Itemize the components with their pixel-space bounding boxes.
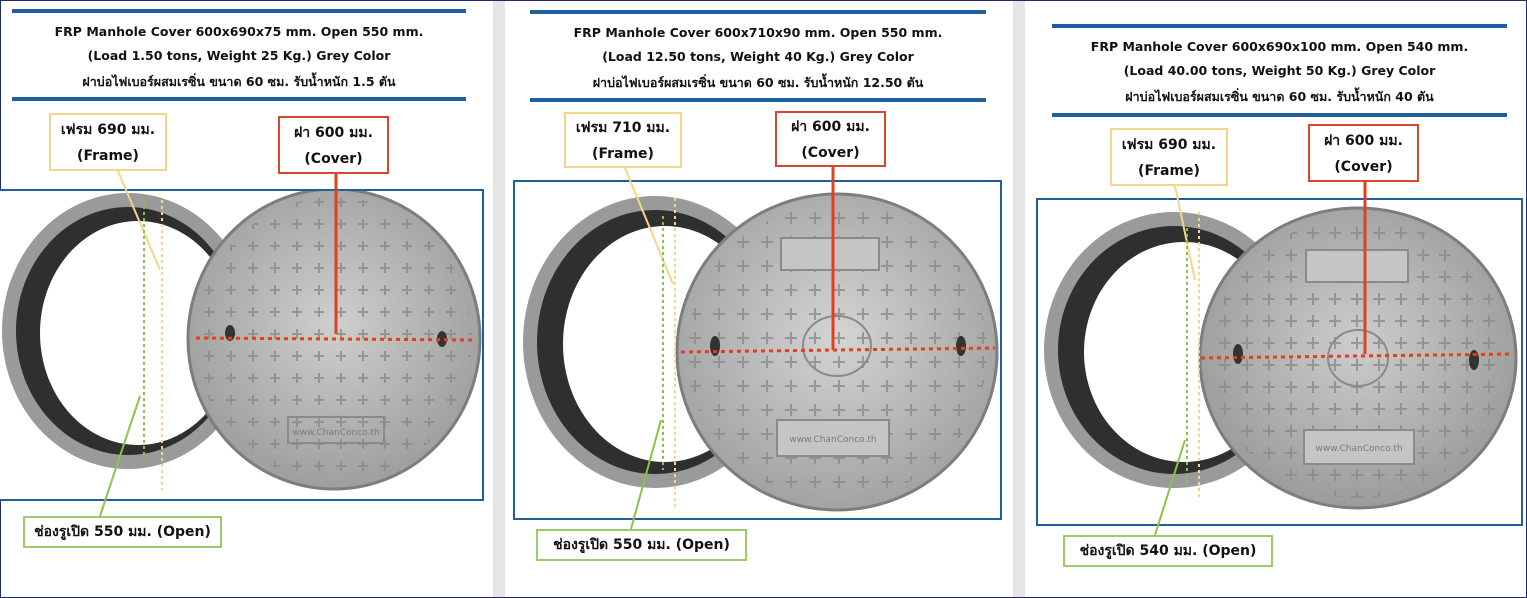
product-photo: www.ChanConco.th bbox=[1036, 198, 1523, 526]
svg-text:www.ChanConco.th: www.ChanConco.th bbox=[789, 435, 876, 445]
header-rule-top bbox=[12, 9, 466, 13]
frame-label-text: เฟรม 690 มม. bbox=[1121, 137, 1217, 153]
product-title: FRP Manhole Cover 600x710x90 mm. Open 55… bbox=[573, 25, 943, 40]
product-thai-description: ฝาบ่อไฟเบอร์ผสมเรซิ่น ขนาด 60 ซม. รับน้ำ… bbox=[1125, 89, 1434, 104]
cover-dimension-label: ฝา 600 มม. (Cover) bbox=[775, 111, 886, 167]
header-rule-bottom bbox=[530, 98, 986, 102]
product-spec: (Load 12.50 tons, Weight 40 Kg.) Grey Co… bbox=[602, 49, 914, 64]
cover-label-sub: (Cover) bbox=[1334, 159, 1393, 175]
manhole-photo-svg: www.ChanConco.th bbox=[523, 192, 999, 512]
product-thai-description: ฝาบ่อไฟเบอร์ผสมเรซิ่น ขนาด 60 ซม. รับน้ำ… bbox=[82, 74, 396, 89]
header-rule-bottom bbox=[1052, 113, 1507, 117]
svg-text:www.ChanConco.th: www.ChanConco.th bbox=[1315, 444, 1402, 454]
cover-label-text: ฝา 600 มม. bbox=[1324, 133, 1403, 149]
frame-label-sub: (Frame) bbox=[1138, 163, 1200, 179]
product-photo: www.ChanConco.th bbox=[513, 180, 1002, 520]
product-panel-2: FRP Manhole Cover 600x710x90 mm. Open 55… bbox=[505, 0, 1013, 598]
frame-label-text: เฟรม 710 มม. bbox=[575, 120, 671, 136]
product-panel-3: FRP Manhole Cover 600x690x100 mm. Open 5… bbox=[1025, 0, 1527, 598]
frame-label-text: เฟรม 690 มม. bbox=[60, 122, 156, 138]
header-rule-bottom bbox=[12, 97, 466, 101]
cover-label-text: ฝา 600 มม. bbox=[294, 125, 373, 141]
product-photo: www.ChanConco.th bbox=[0, 189, 484, 501]
product-title: FRP Manhole Cover 600x690x75 mm. Open 55… bbox=[54, 24, 424, 39]
svg-text:www.ChanConco.th: www.ChanConco.th bbox=[292, 428, 379, 438]
panel-divider bbox=[1013, 1, 1025, 597]
manhole-photo-svg: www.ChanConco.th bbox=[1044, 206, 1518, 510]
frame-dimension-label: เฟรม 690 มม. (Frame) bbox=[1110, 128, 1228, 186]
manhole-photo-svg: www.ChanConco.th bbox=[2, 191, 482, 491]
product-title: FRP Manhole Cover 600x690x100 mm. Open 5… bbox=[1090, 39, 1469, 54]
frame-label-sub: (Frame) bbox=[592, 146, 654, 162]
header-rule-top bbox=[1052, 24, 1507, 28]
product-spec: (Load 40.00 tons, Weight 50 Kg.) Grey Co… bbox=[1123, 63, 1436, 78]
open-dimension-label: ช่องรูเปิด 550 มม. (Open) bbox=[23, 516, 222, 548]
frame-dimension-label: เฟรม 710 มม. (Frame) bbox=[564, 112, 682, 168]
cover-label-sub: (Cover) bbox=[304, 151, 363, 167]
header-rule-top bbox=[530, 10, 986, 14]
open-dimension-label: ช่องรูเปิด 540 มม. (Open) bbox=[1063, 535, 1273, 567]
cover-label-sub: (Cover) bbox=[801, 145, 860, 161]
cover-label-text: ฝา 600 มม. bbox=[791, 119, 870, 135]
cover-dimension-label: ฝา 600 มม. (Cover) bbox=[278, 116, 389, 174]
frame-dimension-label: เฟรม 690 มม. (Frame) bbox=[49, 113, 167, 171]
open-dimension-label: ช่องรูเปิด 550 มม. (Open) bbox=[536, 529, 747, 561]
cover-dimension-label: ฝา 600 มม. (Cover) bbox=[1308, 124, 1419, 182]
product-panel-1: FRP Manhole Cover 600x690x75 mm. Open 55… bbox=[0, 0, 493, 598]
frame-label-sub: (Frame) bbox=[77, 148, 139, 164]
product-thai-description: ฝาบ่อไฟเบอร์ผสมเรซิ่น ขนาด 60 ซม. รับน้ำ… bbox=[592, 75, 924, 90]
panel-divider bbox=[493, 1, 505, 597]
product-spec: (Load 1.50 tons, Weight 25 Kg.) Grey Col… bbox=[87, 48, 391, 63]
